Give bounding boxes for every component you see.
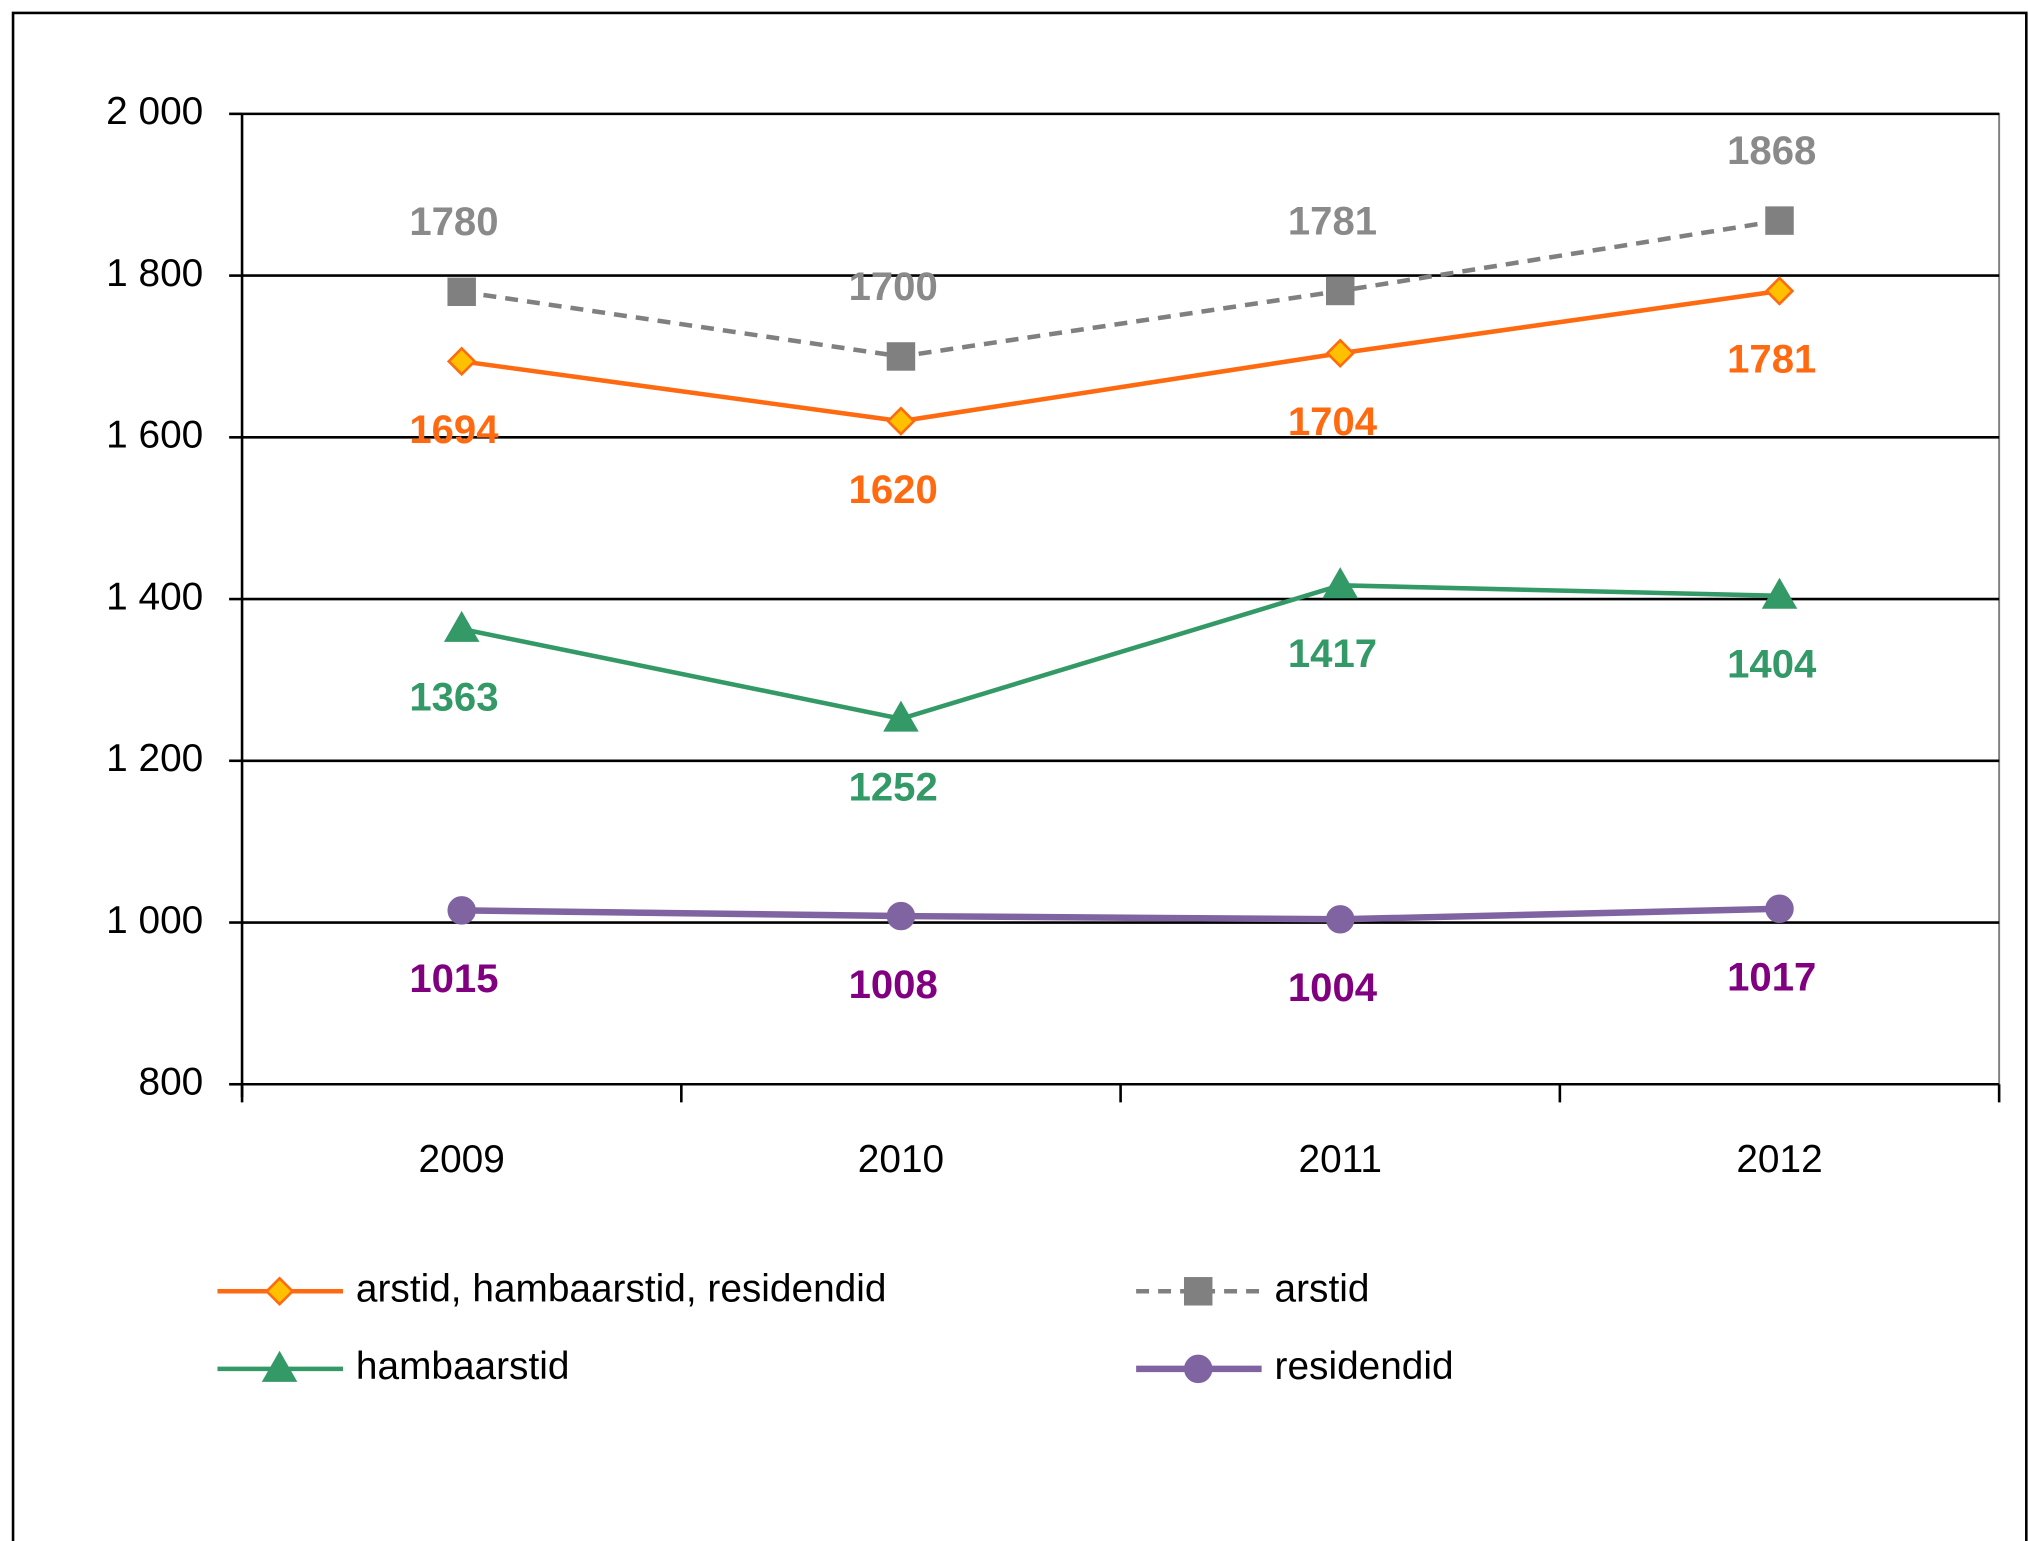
legend-label: arstid bbox=[1275, 1268, 1370, 1311]
data-point bbox=[1325, 276, 1355, 306]
data-point bbox=[886, 901, 916, 931]
data-label: 1404 bbox=[1727, 643, 1817, 687]
x-tick-label: 2010 bbox=[858, 1138, 944, 1181]
data-point bbox=[1765, 894, 1794, 924]
y-tick-label: 800 bbox=[139, 1061, 204, 1104]
data-label: 1700 bbox=[849, 265, 938, 309]
data-point bbox=[1764, 276, 1795, 306]
y-tick-label: 1 000 bbox=[106, 899, 203, 942]
data-point bbox=[883, 700, 919, 732]
data-point bbox=[443, 610, 480, 642]
data-point bbox=[886, 342, 916, 371]
data-label: 1694 bbox=[409, 408, 499, 452]
data-point bbox=[1325, 905, 1355, 934]
data-point bbox=[447, 896, 476, 925]
series-line bbox=[461, 583, 1780, 722]
y-tick-label: 1 600 bbox=[106, 414, 203, 457]
chart-border bbox=[11, 11, 2028, 1541]
data-label: 1417 bbox=[1288, 632, 1377, 676]
legend-label: arstid, hambaarstid, residendid bbox=[356, 1268, 887, 1311]
legend-marker bbox=[261, 1350, 298, 1382]
y-tick-label: 1 800 bbox=[106, 252, 203, 295]
series-line bbox=[461, 288, 1780, 424]
data-point bbox=[447, 277, 476, 307]
data-point bbox=[1322, 567, 1358, 599]
data-label: 1780 bbox=[409, 200, 498, 244]
x-tick-label: 2012 bbox=[1736, 1138, 1822, 1181]
data-label: 1704 bbox=[1288, 400, 1378, 444]
data-point bbox=[1761, 577, 1798, 609]
legend-label: residendid bbox=[1275, 1345, 1454, 1388]
legend-marker bbox=[264, 1276, 295, 1307]
data-label: 1252 bbox=[849, 766, 938, 810]
data-point bbox=[1765, 206, 1794, 235]
x-tick-label: 2009 bbox=[419, 1138, 505, 1181]
data-point bbox=[446, 346, 477, 377]
y-tick-label: 2 000 bbox=[106, 90, 203, 133]
data-label: 1363 bbox=[409, 676, 498, 720]
series-line bbox=[461, 218, 1780, 359]
data-label: 1620 bbox=[849, 468, 938, 512]
data-label: 1781 bbox=[1288, 199, 1377, 243]
data-label: 1781 bbox=[1727, 338, 1816, 382]
data-point bbox=[1325, 338, 1356, 368]
data-label: 1868 bbox=[1727, 129, 1816, 173]
data-label: 1008 bbox=[849, 963, 938, 1007]
data-label: 1015 bbox=[409, 957, 498, 1001]
y-tick-label: 1 400 bbox=[106, 575, 203, 618]
y-tick-label: 1 200 bbox=[106, 737, 203, 780]
legend-marker bbox=[1183, 1354, 1213, 1384]
series-line bbox=[461, 905, 1780, 923]
data-label: 1017 bbox=[1727, 956, 1816, 1000]
x-tick-label: 2011 bbox=[1299, 1138, 1382, 1181]
legend-label: hambaarstid bbox=[356, 1345, 569, 1388]
data-label: 1004 bbox=[1288, 966, 1378, 1010]
data-point bbox=[886, 406, 916, 436]
legend-marker bbox=[1183, 1277, 1213, 1306]
